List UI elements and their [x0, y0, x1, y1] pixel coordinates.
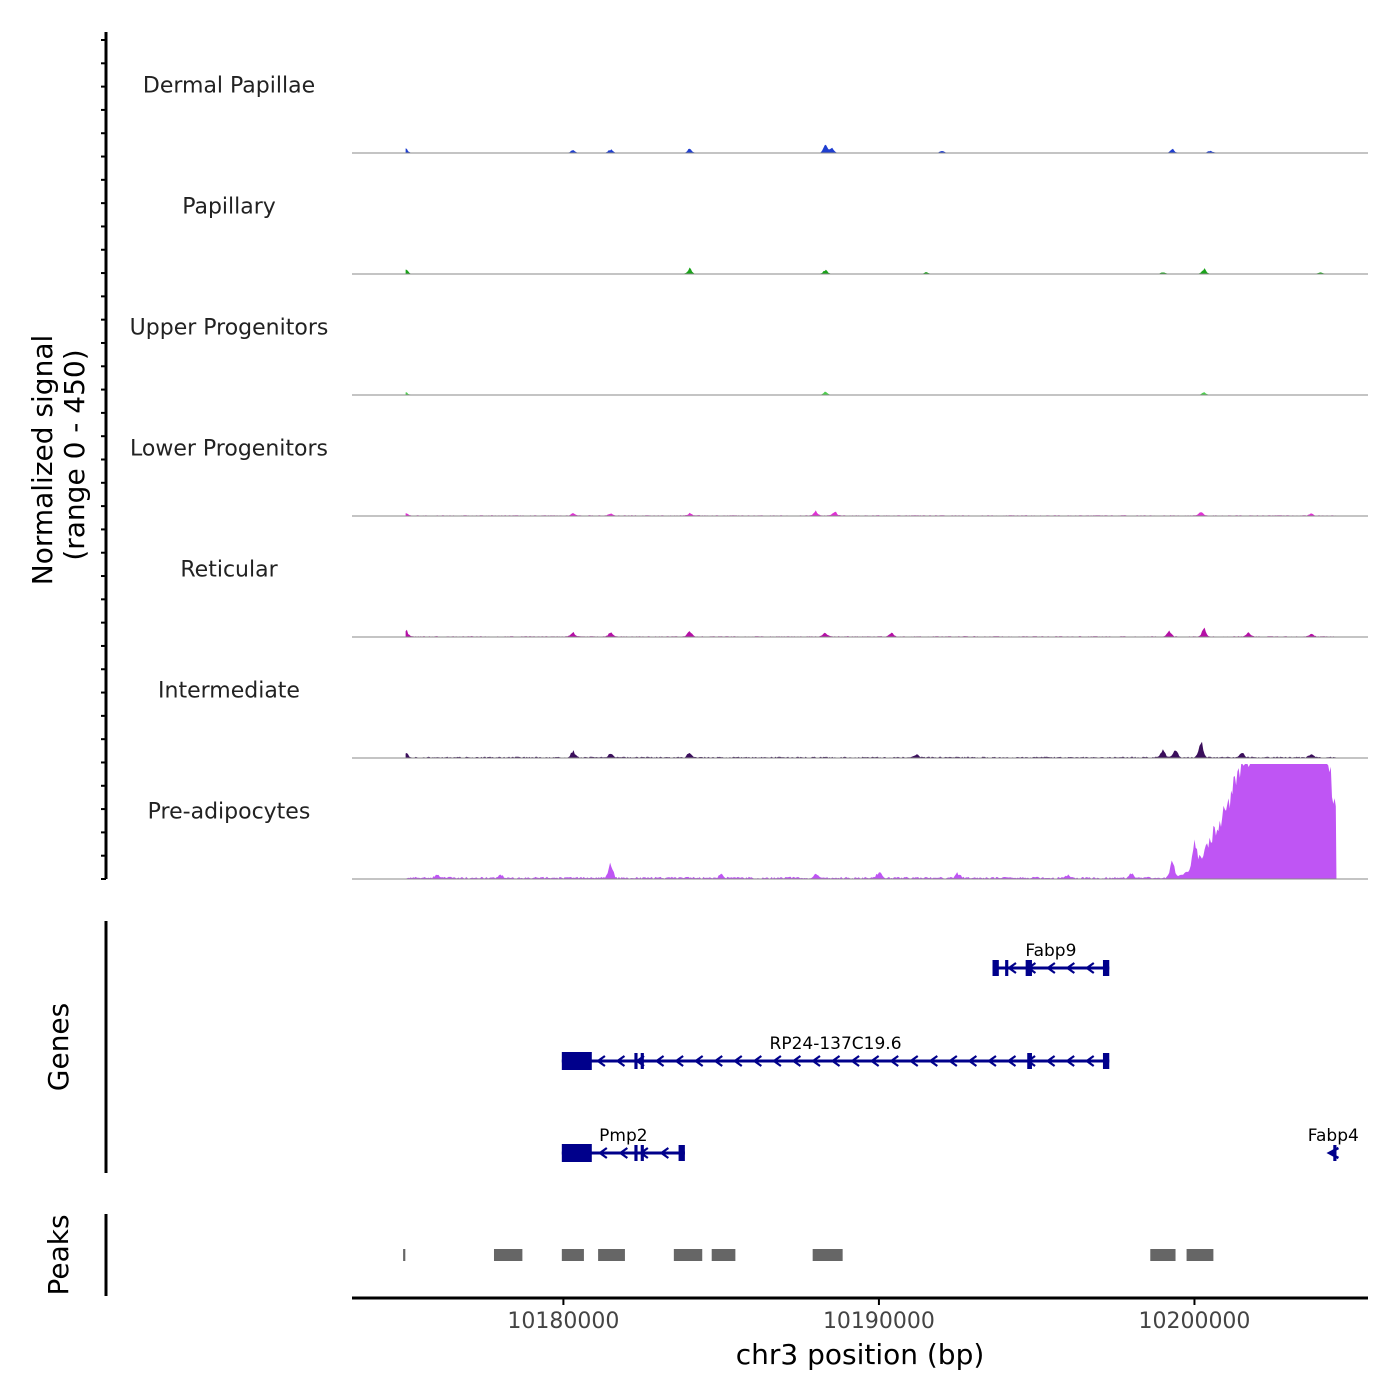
strand-arrow — [908, 1055, 919, 1067]
strand-arrow — [869, 1055, 880, 1067]
gene-label-pmp2: Pmp2 — [599, 1126, 647, 1146]
signal-area-dermal-papillae — [405, 144, 1337, 153]
coverage-panel: Normalized signal (range 0 - 450) Dermal P… — [26, 32, 1368, 880]
gene-exon-fabp9 — [1025, 960, 1032, 976]
strand-arrow — [1084, 1055, 1095, 1067]
strand-arrow — [830, 1055, 841, 1067]
gene-exon-rp24-137c19-6 — [561, 1052, 592, 1070]
strand-arrow — [618, 1147, 628, 1159]
strand-arrow — [967, 1055, 978, 1067]
track-label-pre-adipocytes: Pre-adipocytes — [148, 800, 311, 825]
peaks-y-title: Peaks — [42, 1214, 75, 1295]
peak-region — [403, 1249, 406, 1261]
peak-region — [673, 1249, 703, 1261]
peak-region — [493, 1249, 523, 1261]
strand-arrow — [1045, 962, 1056, 974]
gene-exon-rp24-137c19-6 — [1102, 1053, 1110, 1069]
peak-region — [1186, 1249, 1214, 1261]
genes-y-title: Genes — [42, 1003, 75, 1091]
signal-area-lower-progenitors — [405, 510, 1337, 516]
strand-arrow — [1007, 962, 1017, 974]
gene-exon-rp24-137c19-6 — [640, 1053, 644, 1069]
track-label-papillary: Papillary — [182, 195, 276, 220]
x-axis-title: chr3 position (bp) — [736, 1338, 985, 1371]
gene-exon-pmp2 — [640, 1145, 644, 1161]
gene-exon-fabp9 — [1005, 960, 1009, 976]
strand-arrow — [811, 1055, 821, 1067]
track-label-dermal-papillae: Dermal Papillae — [143, 74, 315, 99]
x-tick-label: 10200000 — [1138, 1309, 1250, 1334]
strand-arrow — [1006, 1055, 1017, 1067]
gene-label-fabp4: Fabp4 — [1308, 1126, 1359, 1146]
signal-area-intermediate — [405, 741, 1337, 758]
strand-arrow — [987, 1055, 997, 1067]
gene-exon-fabp4 — [1333, 1145, 1337, 1161]
gene-exon-fabp9 — [1102, 960, 1110, 976]
peaks-panel: Peaks — [42, 1214, 1214, 1296]
strand-arrow — [597, 1147, 608, 1159]
signal-area-reticular — [405, 627, 1337, 637]
strand-arrow — [791, 1055, 802, 1067]
strand-arrow — [889, 1055, 899, 1067]
x-tick-label: 10190000 — [823, 1309, 935, 1334]
strand-arrow — [732, 1055, 743, 1067]
track-label-intermediate: Intermediate — [158, 679, 300, 704]
peak-region — [1150, 1249, 1176, 1261]
strand-arrow — [713, 1055, 723, 1067]
strand-arrow — [752, 1055, 762, 1067]
strand-arrow — [1045, 1055, 1056, 1067]
strand-arrow — [674, 1055, 684, 1067]
strand-arrow — [947, 1055, 958, 1067]
gene-exon-pmp2 — [561, 1144, 592, 1162]
peak-region — [812, 1249, 843, 1261]
signal-area-pre-adipocytes — [405, 764, 1337, 879]
strand-arrow — [1065, 962, 1075, 974]
track-label-upper-progenitors: Upper Progenitors — [130, 316, 329, 341]
coverage-y-title-line2: (range 0 - 450) — [58, 349, 91, 560]
strand-arrow — [659, 1147, 670, 1159]
strand-arrow — [1065, 1055, 1075, 1067]
gene-exon-rp24-137c19-6 — [634, 1053, 638, 1069]
strand-arrow — [850, 1055, 860, 1067]
x-axis: 10180000 10190000 10200000 chr3 position (b… — [352, 1296, 1368, 1371]
gene-exon-pmp2 — [634, 1145, 638, 1161]
gene-exon-rp24-137c19-6 — [1027, 1053, 1032, 1069]
x-tick-label: 10180000 — [507, 1309, 619, 1334]
strand-arrow — [928, 1055, 938, 1067]
peak-region — [561, 1249, 584, 1261]
strand-arrow — [693, 1055, 704, 1067]
strand-arrow — [654, 1055, 665, 1067]
gene-exon-pmp2 — [678, 1145, 685, 1161]
peak-region — [711, 1249, 736, 1261]
signal-area-papillary — [405, 267, 1337, 274]
strand-arrow — [771, 1055, 782, 1067]
track-label-lower-progenitors: Lower Progenitors — [130, 437, 328, 462]
gene-label-rp24-137c19-6: RP24-137C19.6 — [770, 1034, 902, 1054]
peak-region — [598, 1249, 625, 1261]
gene-exon-fabp9 — [992, 960, 999, 976]
strand-arrow — [615, 1055, 626, 1067]
strand-arrow — [596, 1055, 606, 1067]
genes-panel: Genes Fabp9 RP24-137C19.6 Pmp2 Fabp4 — [42, 921, 1359, 1173]
track-label-reticular: Reticular — [180, 558, 278, 583]
gene-label-fabp9: Fabp9 — [1025, 941, 1076, 961]
strand-arrow — [1084, 962, 1095, 974]
coverage-y-title-line1: Normalized signal — [26, 335, 59, 586]
